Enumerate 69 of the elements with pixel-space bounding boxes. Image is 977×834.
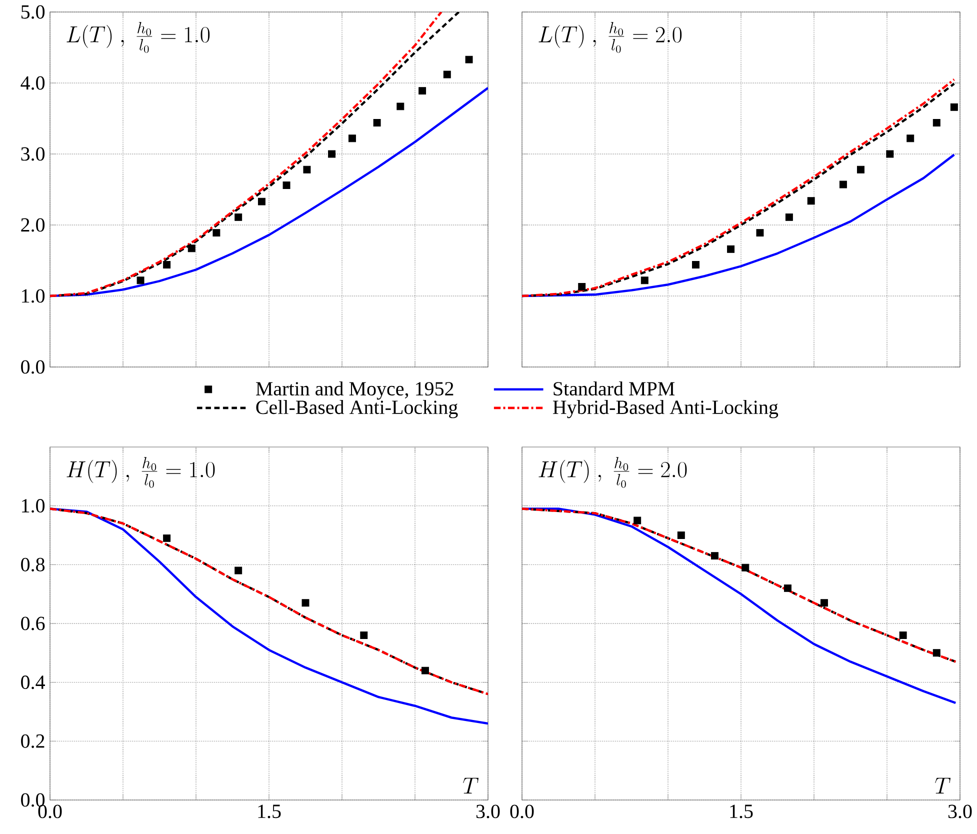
point [258, 198, 266, 206]
point [396, 102, 404, 110]
point [727, 245, 735, 253]
point [820, 599, 828, 607]
point [807, 197, 815, 205]
point [212, 229, 220, 237]
point [932, 649, 940, 657]
y-tick-label: 5.0 [21, 5, 45, 19]
point [756, 229, 764, 237]
point [443, 70, 451, 78]
point [692, 261, 700, 268]
point [899, 632, 907, 639]
point [710, 552, 718, 560]
y-tick-label: 0.4 [21, 676, 45, 690]
y-tick-label: 4.0 [20, 76, 45, 90]
y-tick-label: 0.0 [21, 793, 45, 807]
x-axis-title: $T$ [463, 778, 479, 794]
point [906, 134, 914, 142]
y-tick-label: 0.0 [21, 360, 45, 374]
text: $H(T)\ ,\ \frac{h_0}{l_0} = 2.0$ [538, 457, 687, 488]
point [282, 181, 290, 189]
point [421, 666, 429, 674]
point [328, 150, 336, 158]
x-axis-title: $T$ [935, 778, 951, 794]
point [856, 166, 864, 174]
point [742, 564, 750, 572]
point [136, 276, 144, 284]
point [784, 584, 792, 592]
point [163, 261, 171, 268]
point [634, 516, 642, 524]
point [886, 150, 894, 158]
point [234, 566, 242, 574]
legend-label: Standard MPM [554, 381, 675, 396]
x-tick-label: 3.0 [476, 804, 500, 818]
legend-label: Martin and Moyce, 1952 [256, 381, 454, 400]
point [578, 283, 586, 290]
y-tick-label: 1.0 [22, 289, 45, 303]
y-tick-label: 0.8 [21, 558, 45, 572]
point [163, 534, 171, 542]
y-tick-label: 2.0 [21, 218, 45, 232]
point [348, 134, 356, 142]
point [785, 213, 793, 221]
point [932, 119, 940, 126]
x-tick-label: 0.0 [510, 804, 534, 818]
point [302, 599, 310, 607]
y-tick-label: 3.0 [21, 147, 45, 161]
x-tick-label: 0.0 [38, 804, 62, 818]
point [465, 56, 473, 64]
text: $H(T)\ ,\ \frac{h_0}{l_0} = 1.0$ [66, 457, 215, 488]
y-tick-label: 1.0 [22, 499, 45, 513]
y-tick-label: 0.2 [21, 734, 44, 748]
point [303, 166, 311, 174]
legend-label: Cell-Based Anti-Locking [256, 400, 458, 418]
point [640, 276, 648, 284]
x-tick-label: 1.5 [258, 804, 281, 818]
point [839, 180, 847, 188]
text: $L(T)\ ,\ \frac{h_0}{l_0} = 1.0$ [66, 22, 210, 53]
point [188, 244, 196, 252]
text: $L(T)\ ,\ \frac{h_0}{l_0} = 2.0$ [538, 22, 682, 53]
point [234, 213, 242, 221]
x-tick-label: 1.5 [730, 804, 753, 818]
x-tick-label: 3.0 [948, 804, 972, 818]
point [418, 87, 426, 95]
point [950, 103, 958, 111]
point [677, 532, 685, 539]
point [360, 632, 368, 639]
point [373, 119, 381, 126]
legend-label: Hybrid-Based Anti-Locking [552, 400, 778, 418]
y-tick-label: 0.6 [21, 616, 45, 630]
